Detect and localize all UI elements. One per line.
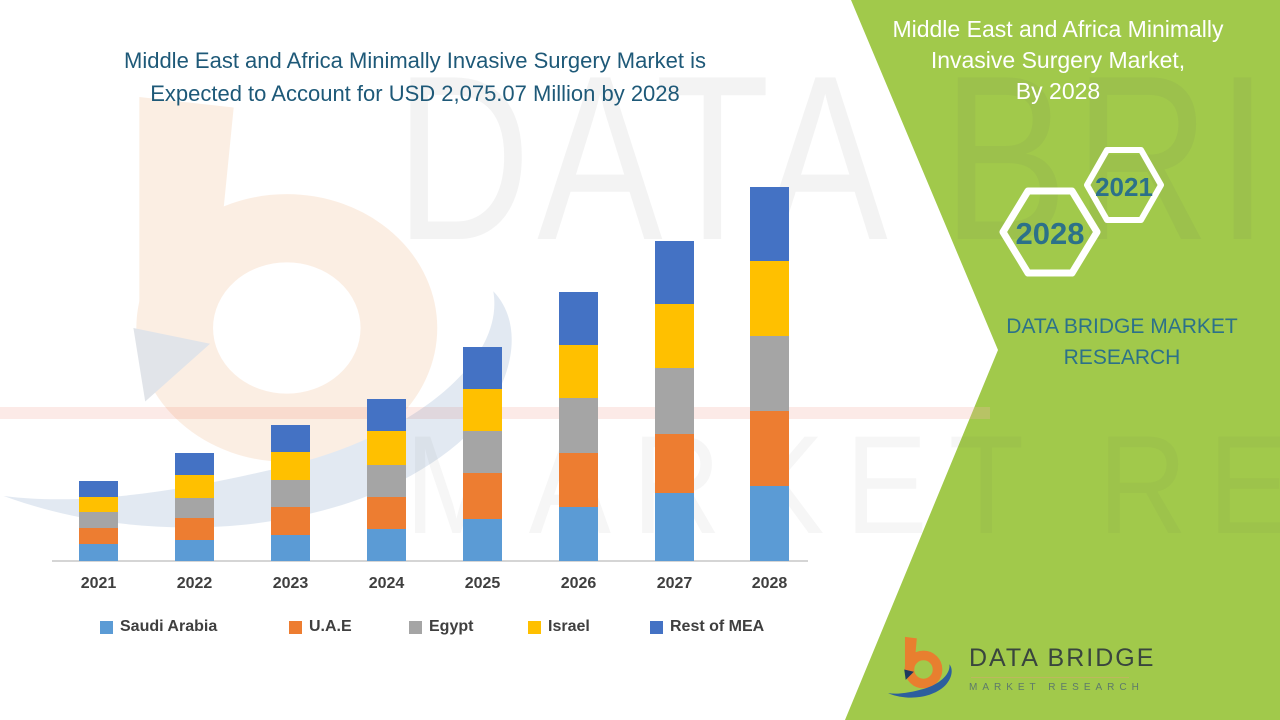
side-panel-heading-line1: Middle East and Africa Minimally bbox=[892, 16, 1224, 42]
side-panel-brand-text: DATA BRIDGE MARKET RESEARCH bbox=[972, 311, 1272, 373]
bar-segment-2028-israel bbox=[750, 261, 789, 336]
bar-segment-2022-egypt bbox=[175, 498, 214, 518]
footer-brand-subtitle: MARKET RESEARCH bbox=[969, 681, 1144, 693]
legend-label: U.A.E bbox=[309, 618, 352, 635]
bar-2028 bbox=[750, 187, 789, 561]
legend-swatch-icon bbox=[409, 620, 422, 634]
bar-segment-2022-rest-of-mea bbox=[175, 453, 214, 475]
legend-item-israel: Israel bbox=[528, 618, 590, 636]
bar-segment-2026-u-a-e bbox=[559, 453, 598, 507]
x-axis-line bbox=[52, 560, 808, 562]
bar-segment-2028-egypt bbox=[750, 336, 789, 411]
bar-segment-2023-u-a-e bbox=[271, 507, 310, 535]
legend-item-u-a-e: U.A.E bbox=[289, 618, 352, 636]
x-axis-label-2022: 2022 bbox=[176, 575, 213, 592]
bar-segment-2024-saudi-arabia bbox=[367, 529, 406, 561]
bar-segment-2025-egypt bbox=[463, 431, 502, 473]
bar-2023 bbox=[271, 425, 310, 561]
bar-segment-2024-rest-of-mea bbox=[367, 399, 406, 431]
bar-segment-2024-israel bbox=[367, 431, 406, 465]
bar-segment-2021-rest-of-mea bbox=[79, 481, 118, 497]
bar-segment-2023-egypt bbox=[271, 480, 310, 507]
bar-segment-2027-saudi-arabia bbox=[655, 493, 694, 561]
bar-segment-2027-israel bbox=[655, 304, 694, 368]
bar-segment-2023-rest-of-mea bbox=[271, 425, 310, 452]
legend-label: Rest of MEA bbox=[670, 618, 765, 635]
bar-segment-2027-egypt bbox=[655, 368, 694, 434]
hexagon-2021-label: 2021 bbox=[1095, 172, 1153, 202]
bar-segment-2021-egypt bbox=[79, 512, 118, 528]
bar-segment-2027-u-a-e bbox=[655, 434, 694, 493]
footer-logo-text: DATA BRIDGE MARKET RESEARCH bbox=[969, 644, 1155, 693]
bar-segment-2024-egypt bbox=[367, 465, 406, 497]
bar-segment-2022-u-a-e bbox=[175, 518, 214, 540]
footer-underline bbox=[971, 676, 1129, 678]
footer-brand-name: DATA BRIDGE bbox=[969, 643, 1156, 672]
side-panel-brand-line2: RESEARCH bbox=[1063, 346, 1181, 369]
bar-segment-2021-israel bbox=[79, 497, 118, 512]
legend-swatch-icon bbox=[100, 620, 113, 634]
bar-2022 bbox=[175, 453, 214, 561]
side-panel-brand-line1: DATA BRIDGE MARKET bbox=[1006, 315, 1238, 338]
bar-segment-2026-saudi-arabia bbox=[559, 507, 598, 561]
bar-segment-2025-israel bbox=[463, 389, 502, 431]
bar-segment-2022-saudi-arabia bbox=[175, 540, 214, 561]
x-axis-label-2028: 2028 bbox=[751, 575, 788, 592]
legend-label: Egypt bbox=[429, 618, 474, 635]
bar-segment-2021-saudi-arabia bbox=[79, 544, 118, 561]
side-panel-heading-line3: By 2028 bbox=[1015, 78, 1101, 104]
legend-item-egypt: Egypt bbox=[409, 618, 473, 636]
bar-segment-2027-rest-of-mea bbox=[655, 241, 694, 304]
legend-label: Saudi Arabia bbox=[120, 618, 218, 635]
bar-segment-2026-rest-of-mea bbox=[559, 292, 598, 345]
bar-segment-2025-rest-of-mea bbox=[463, 347, 502, 389]
x-axis-label-2026: 2026 bbox=[560, 575, 597, 592]
bar-2026 bbox=[559, 292, 598, 561]
side-panel-heading: Middle East and Africa Minimally Invasiv… bbox=[880, 14, 1236, 107]
legend-swatch-icon bbox=[289, 620, 302, 634]
bar-segment-2023-saudi-arabia bbox=[271, 535, 310, 561]
hexagon-2021-icon bbox=[1084, 147, 1164, 223]
x-axis-label-2023: 2023 bbox=[272, 575, 309, 592]
bar-segment-2022-israel bbox=[175, 475, 214, 498]
legend-item-rest-of-mea: Rest of MEA bbox=[650, 618, 764, 636]
bar-segment-2021-u-a-e bbox=[79, 528, 118, 544]
watermark-text-market-research: MARKET RESEARCH bbox=[405, 406, 1280, 563]
hexagon-2028-icon bbox=[999, 187, 1101, 277]
side-panel-heading-line2: Invasive Surgery Market, bbox=[930, 47, 1186, 73]
bar-segment-2025-saudi-arabia bbox=[463, 519, 502, 561]
x-axis-label-2024: 2024 bbox=[368, 575, 405, 592]
bar-segment-2025-u-a-e bbox=[463, 473, 502, 519]
x-axis-label-2027: 2027 bbox=[656, 575, 693, 592]
bar-2024 bbox=[367, 399, 406, 561]
bar-segment-2028-saudi-arabia bbox=[750, 486, 789, 561]
x-axis-label-2025: 2025 bbox=[464, 575, 501, 592]
watermark-text-data-bridge: DATA BRIDGE bbox=[395, 26, 1280, 289]
chart-title: Middle East and Africa Minimally Invasiv… bbox=[60, 44, 770, 110]
footer-logo: DATA BRIDGE MARKET RESEARCH bbox=[885, 623, 1215, 713]
hexagon-2028-label: 2028 bbox=[1015, 216, 1085, 251]
bar-segment-2028-u-a-e bbox=[750, 411, 789, 486]
bar-segment-2024-u-a-e bbox=[367, 497, 406, 529]
bar-segment-2023-israel bbox=[271, 452, 310, 480]
bar-segment-2026-israel bbox=[559, 345, 598, 398]
legend-swatch-icon bbox=[528, 620, 541, 634]
legend-swatch-icon bbox=[650, 620, 663, 634]
x-axis-label-2021: 2021 bbox=[80, 575, 117, 592]
data-bridge-logo-icon bbox=[887, 636, 952, 698]
chart-legend: Saudi Arabia U.A.E Egypt Israel Rest of MEA bbox=[0, 618, 840, 644]
chart-title-line2: Expected to Account for USD 2,075.07 Mil… bbox=[150, 81, 680, 106]
bar-2027 bbox=[655, 241, 694, 561]
bar-segment-2026-egypt bbox=[559, 398, 598, 453]
chart-title-line1: Middle East and Africa Minimally Invasiv… bbox=[124, 48, 706, 73]
legend-label: Israel bbox=[548, 618, 590, 635]
bar-segment-2028-rest-of-mea bbox=[750, 187, 789, 261]
bar-2025 bbox=[463, 347, 502, 561]
bar-2021 bbox=[79, 481, 118, 561]
legend-item-saudi-arabia: Saudi Arabia bbox=[100, 618, 217, 636]
